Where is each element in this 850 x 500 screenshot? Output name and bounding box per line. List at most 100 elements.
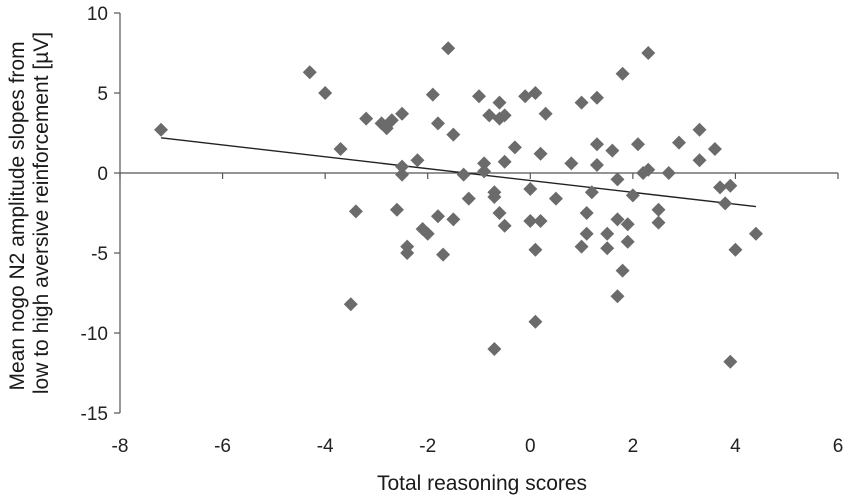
data-point (548, 191, 563, 206)
data-point (579, 206, 594, 220)
data-point (410, 153, 425, 168)
data-point (651, 202, 666, 217)
data-point (600, 241, 615, 256)
data-point (430, 209, 445, 224)
data-point (692, 153, 707, 168)
data-point (518, 89, 533, 104)
data-point (333, 142, 348, 156)
data-point (389, 202, 404, 217)
data-point (600, 226, 615, 241)
data-point (523, 214, 538, 228)
x-tick-label: -2 (419, 436, 436, 457)
data-point (477, 164, 492, 179)
data-point (523, 182, 538, 196)
data-point (615, 263, 630, 278)
x-tick-label: -4 (317, 436, 334, 457)
data-point (533, 214, 548, 228)
y-tick-label: -5 (91, 244, 108, 265)
data-point (477, 156, 492, 171)
data-point (446, 212, 461, 227)
data-point (318, 86, 333, 100)
data-point (630, 137, 645, 152)
data-point (651, 215, 666, 230)
data-point (605, 143, 620, 158)
data-point (574, 239, 589, 254)
data-point (718, 196, 733, 211)
data-point (492, 95, 507, 110)
data-point (564, 156, 579, 171)
data-point (620, 217, 635, 232)
data-point (615, 66, 630, 81)
x-tick-label: -6 (214, 436, 231, 457)
x-tick-label: 4 (730, 436, 741, 457)
data-point (436, 247, 451, 262)
data-point (584, 185, 599, 200)
x-tick-label: -8 (112, 436, 129, 457)
data-point (482, 108, 497, 123)
data-point (497, 218, 512, 233)
data-point (579, 226, 594, 241)
data-point (420, 226, 435, 241)
data-point (672, 135, 687, 150)
data-point (707, 142, 722, 156)
data-point (661, 166, 676, 180)
x-axis-title: Total reasoning scores (377, 472, 587, 495)
data-point (154, 122, 169, 137)
data-point (728, 242, 743, 257)
data-point (507, 140, 522, 155)
data-point (461, 191, 476, 206)
data-point (723, 178, 738, 193)
data-point (487, 190, 502, 204)
data-point (492, 206, 507, 220)
data-point (395, 159, 410, 174)
data-point (497, 154, 512, 169)
y-tick-label: 0 (97, 164, 108, 185)
data-point (610, 172, 625, 187)
data-point (425, 87, 440, 102)
data-point (528, 314, 543, 329)
data-point (610, 212, 625, 227)
y-axis-title-line-2: low to high aversive reinforcement [µV] (30, 32, 53, 394)
data-point (400, 246, 415, 260)
data-point (610, 289, 625, 304)
data-point (497, 108, 512, 123)
data-point (441, 41, 456, 56)
data-point (641, 162, 656, 177)
data-point (528, 86, 543, 100)
data-point (589, 137, 604, 152)
data-point (723, 354, 738, 369)
data-point (348, 204, 363, 219)
x-tick-label: 6 (833, 436, 844, 457)
data-point (384, 113, 399, 128)
data-point (538, 106, 553, 121)
data-point (456, 167, 471, 182)
trendline-layer (160, 137, 757, 208)
data-point (487, 342, 502, 356)
data-point (302, 65, 317, 80)
data-point (589, 90, 604, 105)
tick-labels: 10 5 0 -5 -10 -15-8 -6 -4 -2 0 2 4 6 (81, 4, 844, 457)
data-point (528, 242, 543, 257)
data-point (430, 116, 445, 131)
axes (114, 12, 839, 414)
x-tick-label: 0 (525, 436, 536, 457)
data-point (446, 127, 461, 142)
data-point (574, 95, 589, 110)
data-point (589, 158, 604, 172)
y-tick-label: -15 (81, 404, 108, 425)
data-point (533, 146, 548, 161)
y-axis-title-line-1: Mean nogo N2 amplitude slopes from (6, 41, 29, 390)
data-point (620, 234, 635, 249)
data-point (472, 89, 486, 104)
data-point (359, 111, 374, 126)
data-points (154, 41, 763, 369)
data-point (395, 167, 410, 182)
data-point (692, 122, 707, 137)
y-tick-label: 10 (87, 4, 108, 25)
y-tick-label: 5 (97, 84, 108, 105)
y-tick-label: -10 (81, 324, 108, 345)
x-tick-label: 2 (628, 436, 639, 457)
data-point (395, 106, 410, 121)
